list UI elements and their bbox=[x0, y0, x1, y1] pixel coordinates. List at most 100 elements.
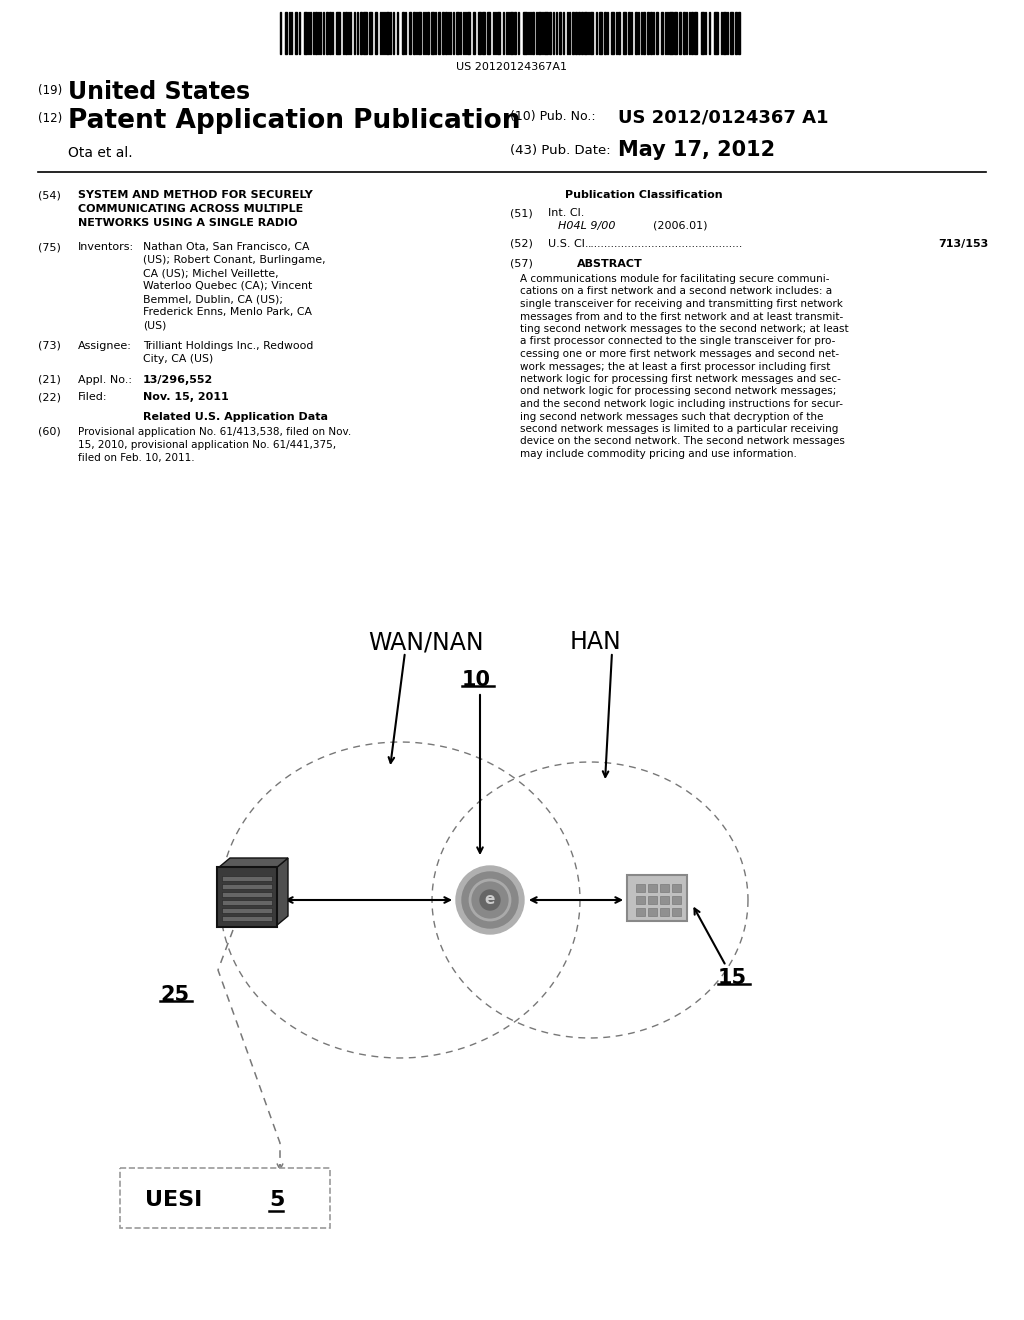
Text: Appl. No.:: Appl. No.: bbox=[78, 375, 132, 385]
Text: 5: 5 bbox=[269, 1191, 285, 1210]
Text: United States: United States bbox=[68, 81, 250, 104]
Bar bbox=[660, 908, 669, 916]
Bar bbox=[648, 896, 657, 904]
Bar bbox=[222, 916, 272, 921]
Text: Trilliant Holdings Inc., Redwood: Trilliant Holdings Inc., Redwood bbox=[143, 341, 313, 351]
Circle shape bbox=[456, 866, 524, 935]
Bar bbox=[538, 12, 541, 54]
Text: messages from and to the first network and at least transmit-: messages from and to the first network a… bbox=[520, 312, 843, 322]
Bar bbox=[636, 908, 645, 916]
Text: ond network logic for processing second network messages;: ond network logic for processing second … bbox=[520, 387, 837, 396]
Text: ting second network messages to the second network; at least: ting second network messages to the seco… bbox=[520, 323, 849, 334]
Bar bbox=[326, 12, 328, 54]
Text: network logic for processing first network messages and sec-: network logic for processing first netwo… bbox=[520, 374, 841, 384]
Text: filed on Feb. 10, 2011.: filed on Feb. 10, 2011. bbox=[78, 453, 195, 463]
Bar bbox=[315, 12, 317, 54]
Text: Bemmel, Dublin, CA (US);: Bemmel, Dublin, CA (US); bbox=[143, 294, 283, 304]
Bar bbox=[662, 12, 663, 54]
Text: ..............................................: ........................................… bbox=[588, 239, 743, 249]
Text: cations on a first network and a second network includes: a: cations on a first network and a second … bbox=[520, 286, 833, 297]
Bar bbox=[222, 876, 272, 880]
Bar bbox=[222, 908, 272, 913]
Bar bbox=[694, 12, 697, 54]
Text: second network messages is limited to a particular receiving: second network messages is limited to a … bbox=[520, 424, 839, 434]
Text: (US): (US) bbox=[143, 319, 166, 330]
Text: (21): (21) bbox=[38, 375, 60, 385]
Text: COMMUNICATING ACROSS MULTIPLE: COMMUNICATING ACROSS MULTIPLE bbox=[78, 205, 303, 214]
Text: 25: 25 bbox=[160, 985, 189, 1005]
Polygon shape bbox=[218, 858, 288, 869]
Bar bbox=[497, 12, 500, 54]
Text: ABSTRACT: ABSTRACT bbox=[578, 259, 643, 269]
Text: 10: 10 bbox=[462, 671, 490, 690]
Bar bbox=[409, 12, 411, 54]
Text: (51): (51) bbox=[510, 209, 532, 218]
Bar bbox=[660, 896, 669, 904]
Text: work messages; the at least a first processor including first: work messages; the at least a first proc… bbox=[520, 362, 830, 371]
Text: (54): (54) bbox=[38, 190, 60, 201]
Text: Filed:: Filed: bbox=[78, 392, 108, 403]
Text: A communications module for facilitating secure communi-: A communications module for facilitating… bbox=[520, 275, 829, 284]
Bar bbox=[418, 12, 421, 54]
Text: (10) Pub. No.:: (10) Pub. No.: bbox=[510, 110, 596, 123]
Text: (60): (60) bbox=[38, 426, 60, 437]
Text: 15, 2010, provisional application No. 61/441,375,: 15, 2010, provisional application No. 61… bbox=[78, 440, 336, 450]
Bar bbox=[369, 12, 372, 54]
Bar bbox=[735, 12, 737, 54]
Bar bbox=[738, 12, 740, 54]
Bar bbox=[456, 12, 459, 54]
Text: US 2012/0124367 A1: US 2012/0124367 A1 bbox=[618, 108, 828, 125]
Bar bbox=[590, 12, 593, 54]
Text: (75): (75) bbox=[38, 242, 60, 252]
Text: Patent Application Publication: Patent Application Publication bbox=[68, 108, 520, 135]
Bar bbox=[329, 12, 331, 54]
Text: a first processor connected to the single transceiver for pro-: a first processor connected to the singl… bbox=[520, 337, 836, 346]
Bar bbox=[362, 12, 367, 54]
Bar bbox=[672, 908, 681, 916]
Text: cessing one or more first network messages and second net-: cessing one or more first network messag… bbox=[520, 348, 839, 359]
Bar bbox=[723, 12, 726, 54]
Bar bbox=[559, 12, 561, 54]
Bar bbox=[635, 12, 637, 54]
Text: Inventors:: Inventors: bbox=[78, 242, 134, 252]
Bar bbox=[487, 12, 490, 54]
Text: WAN/NAN: WAN/NAN bbox=[368, 630, 483, 653]
Text: (73): (73) bbox=[38, 341, 60, 351]
Bar bbox=[375, 12, 377, 54]
Bar bbox=[647, 12, 649, 54]
Bar bbox=[623, 12, 626, 54]
Bar bbox=[222, 884, 272, 888]
Text: may include commodity pricing and use information.: may include commodity pricing and use in… bbox=[520, 449, 797, 459]
Text: H04L 9/00: H04L 9/00 bbox=[558, 220, 615, 231]
Bar bbox=[402, 12, 404, 54]
Bar bbox=[473, 12, 475, 54]
Text: Nov. 15, 2011: Nov. 15, 2011 bbox=[143, 392, 228, 403]
Bar bbox=[222, 892, 272, 898]
Bar bbox=[683, 12, 685, 54]
Text: Publication Classification: Publication Classification bbox=[565, 190, 723, 201]
Text: Provisional application No. 61/413,538, filed on Nov.: Provisional application No. 61/413,538, … bbox=[78, 426, 351, 437]
Bar bbox=[578, 12, 580, 54]
Bar bbox=[544, 12, 548, 54]
Bar bbox=[482, 12, 485, 54]
Text: Int. Cl.: Int. Cl. bbox=[548, 209, 585, 218]
Bar bbox=[295, 12, 297, 54]
Bar bbox=[304, 12, 307, 54]
Text: device on the second network. The second network messages: device on the second network. The second… bbox=[520, 437, 845, 446]
Bar bbox=[572, 12, 574, 54]
Bar bbox=[714, 12, 718, 54]
Bar bbox=[285, 12, 287, 54]
Bar bbox=[650, 12, 652, 54]
Bar bbox=[691, 12, 693, 54]
FancyBboxPatch shape bbox=[217, 867, 278, 927]
Text: SYSTEM AND METHOD FOR SECURELY: SYSTEM AND METHOD FOR SECURELY bbox=[78, 190, 312, 201]
FancyBboxPatch shape bbox=[120, 1168, 330, 1228]
Bar bbox=[431, 12, 434, 54]
Text: e: e bbox=[484, 892, 496, 908]
Bar bbox=[660, 884, 669, 892]
Bar bbox=[514, 12, 516, 54]
Bar bbox=[575, 12, 577, 54]
Bar bbox=[467, 12, 470, 54]
Text: Related U.S. Application Data: Related U.S. Application Data bbox=[143, 412, 328, 422]
Bar bbox=[222, 900, 272, 906]
